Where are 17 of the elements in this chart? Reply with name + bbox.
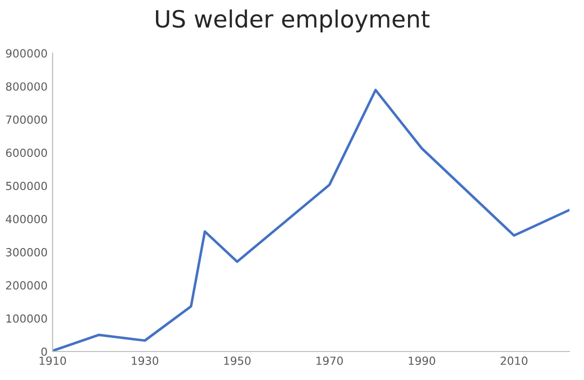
x-tick-label: 1930 [132,356,158,365]
y-tick-label: 0 [41,347,47,356]
x-tick-label: 2010 [500,356,528,365]
chart-title: US welder employment [156,10,430,32]
y-tick-label: 600000 [6,148,47,158]
x-tick-label: 1970 [316,356,343,365]
x-tick-label: 1910 [40,356,66,365]
y-tick-label: 900000 [6,49,47,58]
y-tick-label: 200000 [6,281,47,290]
y-tick-label: 800000 [6,82,47,91]
y-tick-label: 100000 [6,314,47,323]
y-tick-label: 400000 [6,214,47,224]
y-tick-label: 500000 [6,182,47,190]
x-tick-label: 1990 [408,356,436,365]
y-tick-label: 300000 [6,248,47,256]
x-tick-label: 1950 [224,356,251,365]
y-tick-label: 700000 [6,115,47,124]
